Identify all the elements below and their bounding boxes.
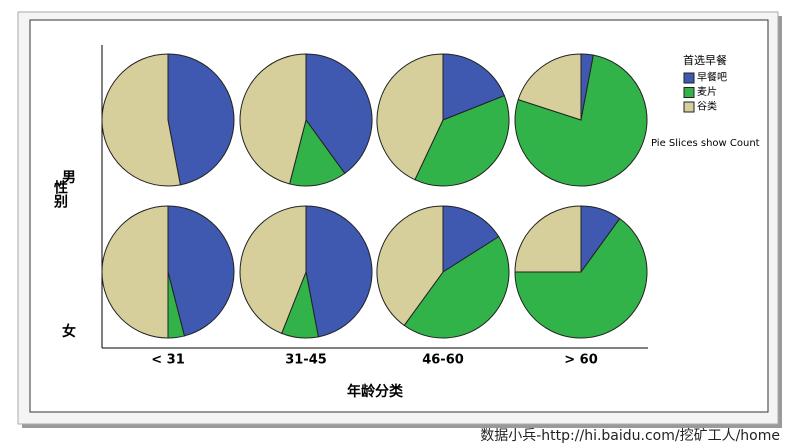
legend-swatch — [683, 87, 695, 98]
pie-slice — [514, 54, 648, 187]
x-tick-label: < 31 — [151, 353, 185, 368]
pie-slice — [167, 205, 235, 337]
legend-title: 首选早餐 — [683, 53, 727, 67]
x-tick-label: 46-60 — [422, 353, 464, 368]
pie-slice — [514, 217, 648, 339]
row-label: 男 — [62, 170, 76, 186]
pie-slice — [517, 53, 582, 121]
pie-slice — [101, 53, 181, 187]
legend-label: 麦片 — [697, 85, 717, 98]
x-axis-label: 年龄分类 — [347, 383, 404, 400]
legend-label: 谷类 — [697, 100, 717, 113]
legend-swatch — [683, 101, 695, 113]
pie-slice — [414, 95, 510, 187]
x-tick-label: > 60 — [564, 353, 598, 368]
y-axis-label: 性别 — [52, 179, 69, 209]
pie-slice — [305, 53, 373, 175]
watermark: 数据小兵-http://hi.baidu.com/挖矿工人/home — [480, 428, 780, 444]
pie-slice — [442, 205, 500, 273]
legend-label: 早餐吧 — [697, 71, 727, 84]
pie-slice — [288, 118, 346, 187]
pie-slice — [239, 205, 307, 335]
pie-slice — [101, 205, 169, 339]
legend-swatch — [683, 72, 695, 84]
x-tick-label: 31-45 — [285, 353, 327, 368]
pie-slice — [403, 235, 510, 339]
pie-slice — [305, 205, 373, 338]
row-label: 女 — [62, 323, 76, 340]
note: Pie Slices show Count — [651, 138, 760, 149]
pie-slice — [376, 53, 444, 181]
pie-slice — [239, 53, 307, 185]
pie-slice — [167, 53, 235, 186]
pie-slice — [514, 205, 582, 273]
pie-slice — [442, 53, 506, 121]
pie-slice — [376, 205, 444, 327]
